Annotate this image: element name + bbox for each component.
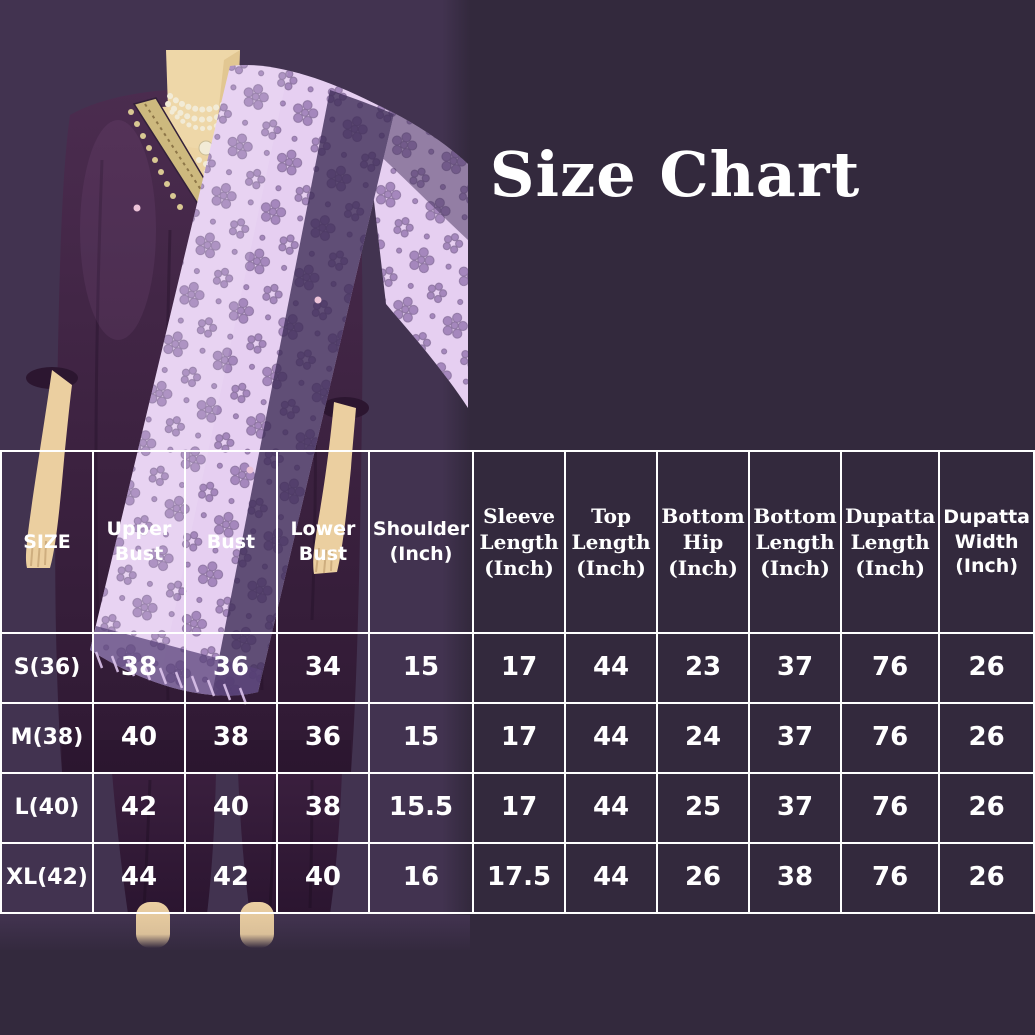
column-header-sleeve-length: Sleeve Length (Inch) [473, 451, 566, 633]
row-label-l40: L(40) [1, 773, 93, 843]
column-header-bottom-length: Bottom Length (Inch) [749, 451, 842, 633]
table-cell: 44 [565, 773, 658, 843]
table-cell: 26 [657, 843, 750, 913]
table-cell: 76 [841, 633, 940, 703]
column-header-bust: Bust [184, 451, 277, 633]
table-cell: 40 [276, 843, 369, 913]
table-cell: 44 [565, 843, 658, 913]
table-cell: 24 [657, 703, 750, 773]
table-cell: 26 [939, 703, 1034, 773]
table-cell: 40 [184, 773, 277, 843]
table-cell: 36 [276, 703, 369, 773]
column-header-bottom-hip: Bottom Hip (Inch) [657, 451, 750, 633]
table-cell: 44 [92, 843, 185, 913]
table-cell: 76 [841, 843, 940, 913]
table-cell: 16 [368, 843, 474, 913]
table-cell: 40 [92, 703, 185, 773]
row-label-m38: M(38) [1, 703, 93, 773]
column-header-top-length: Top Length (Inch) [565, 451, 658, 633]
table-cell: 23 [657, 633, 750, 703]
table-cell: 26 [939, 773, 1034, 843]
table-cell: 37 [749, 703, 842, 773]
table-cell: 44 [565, 703, 658, 773]
table-cell: 17.5 [473, 843, 566, 913]
table-cell: 76 [841, 703, 940, 773]
table-cell: 26 [939, 843, 1034, 913]
product-photo-mannequin [0, 0, 470, 950]
table-cell: 15 [368, 703, 474, 773]
column-header-shoulder: Shoulder (Inch) [368, 451, 474, 633]
table-cell: 76 [841, 773, 940, 843]
table-cell: 17 [473, 633, 566, 703]
table-cell: 15.5 [368, 773, 474, 843]
table-cell: 17 [473, 773, 566, 843]
table-cell: 38 [184, 703, 277, 773]
table-cell: 37 [749, 633, 842, 703]
row-label-xl42: XL(42) [1, 843, 93, 913]
column-header-upper-bust: Upper Bust [92, 451, 185, 633]
table-cell: 15 [368, 633, 474, 703]
table-cell: 17 [473, 703, 566, 773]
table-cell: 26 [939, 633, 1034, 703]
page-title: Size Chart [489, 138, 861, 211]
table-cell: 42 [184, 843, 277, 913]
column-header-lower-bust: Lower Bust [276, 451, 369, 633]
table-cell: 37 [749, 773, 842, 843]
table-cell: 25 [657, 773, 750, 843]
table-cell: 38 [749, 843, 842, 913]
table-cell: 34 [276, 633, 369, 703]
table-cell: 38 [276, 773, 369, 843]
column-header-dupatta-length: Dupatta Length (Inch) [841, 451, 940, 633]
row-label-s36: S(36) [1, 633, 93, 703]
table-cell: 38 [92, 633, 185, 703]
column-header-dupatta-width: Dupatta Width (Inch) [939, 451, 1034, 633]
table-cell: 42 [92, 773, 185, 843]
table-cell: 36 [184, 633, 277, 703]
column-header-size: SIZE [1, 451, 93, 633]
table-cell: 44 [565, 633, 658, 703]
size-chart-table: SIZE Upper Bust Bust Lower Bust Shoulder… [0, 450, 1035, 914]
